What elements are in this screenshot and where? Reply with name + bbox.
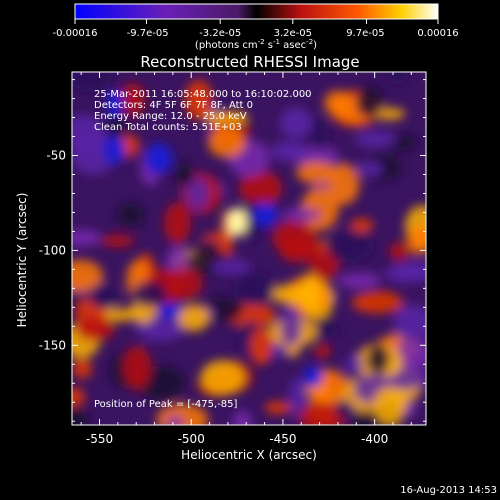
chart-title: Reconstructed RHESSI Image	[140, 53, 359, 71]
heatmap-blob	[387, 72, 409, 85]
heatmap-blob	[164, 202, 191, 245]
colorbar-tick-label-1: -9.7e-05	[127, 28, 169, 39]
heatmap-blob	[295, 161, 338, 184]
heatmap-blob	[89, 282, 120, 310]
heatmap-blob	[280, 306, 302, 347]
heatmap-blob	[303, 365, 323, 388]
heatmap-blob	[106, 90, 124, 117]
heatmap-blob	[72, 259, 103, 292]
heatmap-blob	[298, 401, 346, 425]
heatmap-blob	[350, 218, 374, 233]
heatmap-blob	[344, 354, 363, 375]
heatmap-blob	[232, 410, 252, 425]
heatmap-blob	[233, 271, 275, 306]
heatmap-blob	[351, 291, 404, 314]
heatmap-blob	[72, 406, 88, 425]
heatmap-blob	[355, 86, 383, 118]
colorbar-gradient	[74, 3, 439, 20]
x-tick-label-2: -450	[269, 432, 296, 446]
x-axis-label: Heliocentric X (arcsec)	[181, 448, 317, 462]
axis-ticks	[72, 72, 426, 425]
heatmap-blob	[270, 141, 308, 162]
colorbar-tick-label-0: -0.00016	[53, 28, 98, 39]
heatmap-blob	[144, 143, 173, 175]
heatmap-blob	[252, 202, 279, 227]
colorbar-ticks	[74, 19, 439, 24]
heatmap-blob	[200, 360, 245, 396]
heatmap-blob	[354, 130, 397, 148]
heatmap-blob	[175, 162, 194, 187]
heatmap-blob	[326, 228, 374, 263]
heatmap-blob	[123, 345, 152, 390]
heatmap-blob	[131, 281, 168, 308]
heatmap-blob	[366, 344, 391, 375]
heatmap-blob	[279, 237, 315, 263]
heatmap-blob	[249, 327, 273, 366]
heatmap-blob	[166, 415, 184, 425]
colorbar-tick-label-4: 9.7e-05	[346, 28, 384, 39]
heatmap-blob	[393, 304, 426, 343]
annotation-peak: Position of Peak = [-475,-85]	[94, 399, 238, 410]
heatmap-blob	[117, 203, 144, 228]
annotation-clean: Clean Total counts: 5.51E+03	[94, 122, 242, 133]
plot-frame	[71, 71, 427, 426]
heatmap-blob	[100, 234, 135, 248]
y-tick-label-1: -100	[39, 243, 66, 257]
heatmap-blob	[107, 113, 126, 141]
annotation-detectors: Detectors: 4F 5F 6F 7F 8F, Att 0	[94, 100, 253, 111]
colorbar-tick-label-2: -3.2e-05	[199, 28, 241, 39]
heatmap-blob	[314, 343, 331, 359]
heatmap	[72, 72, 426, 425]
heatmap-blob	[300, 274, 323, 316]
heatmap-blob	[72, 387, 86, 407]
heatmap-blob	[337, 272, 381, 289]
heatmap-blob	[103, 135, 126, 165]
heatmap-blob	[289, 377, 306, 418]
y-axis-label: Heliocentric Y (arcsec)	[15, 193, 29, 328]
heatmap-blob	[264, 401, 292, 415]
heatmap-blob	[239, 170, 283, 207]
heatmap-blob	[355, 160, 383, 177]
heatmap-blob	[184, 79, 213, 121]
heatmap-blob	[407, 225, 426, 255]
heatmap-intensity	[72, 72, 426, 425]
heatmap-blob	[389, 242, 410, 261]
annotation-time: 25-Mar-2011 16:05:48.000 to 16:10:02.000	[94, 89, 312, 100]
heatmap-blob	[75, 315, 115, 342]
heatmap-blob	[119, 83, 146, 116]
heatmap-blob	[210, 259, 251, 275]
heatmap-blob	[282, 207, 321, 222]
heatmap-blob	[157, 302, 182, 319]
heatmap-blob	[185, 177, 209, 210]
heatmap-blob	[207, 127, 246, 158]
heatmap-blob	[165, 267, 203, 301]
heatmap-blob	[72, 72, 114, 93]
heatmap-blob	[72, 114, 106, 152]
heatmap-blob	[309, 117, 330, 150]
x-tick-label-1: -500	[178, 432, 205, 446]
heatmap-blob	[72, 229, 101, 247]
heatmap-blob	[373, 386, 407, 425]
annotation-energy: Energy Range: 12.0 - 25.0 keV	[94, 111, 247, 122]
generation-date: 16-Aug-2013 14:53	[400, 485, 497, 496]
y-tick-label-2: -50	[46, 149, 66, 163]
colorbar: -0.00016 -9.7e-05 -3.2e-05 3.2e-05 9.7e-…	[53, 3, 459, 51]
y-tick-label-0: -150	[39, 338, 66, 352]
heatmap-blob	[324, 90, 351, 116]
colorbar-units: (photons cm-2 s-1 asec-2)	[195, 38, 317, 51]
heatmap-blob	[279, 107, 313, 139]
heatmap-blob	[178, 304, 210, 332]
colorbar-tick-label-3: 3.2e-05	[274, 28, 312, 39]
x-tick-label-3: -400	[361, 432, 388, 446]
x-tick-label-0: -550	[86, 432, 113, 446]
colorbar-tick-label-5: 0.00016	[417, 28, 458, 39]
plot-area: 25-Mar-2011 16:05:48.000 to 16:10:02.000…	[71, 71, 427, 426]
heatmap-blob	[72, 358, 93, 379]
heatmap-blob	[334, 399, 354, 418]
heatmap-blob	[384, 264, 424, 283]
peak-emission	[227, 207, 248, 236]
heatmap-blob	[203, 111, 250, 125]
